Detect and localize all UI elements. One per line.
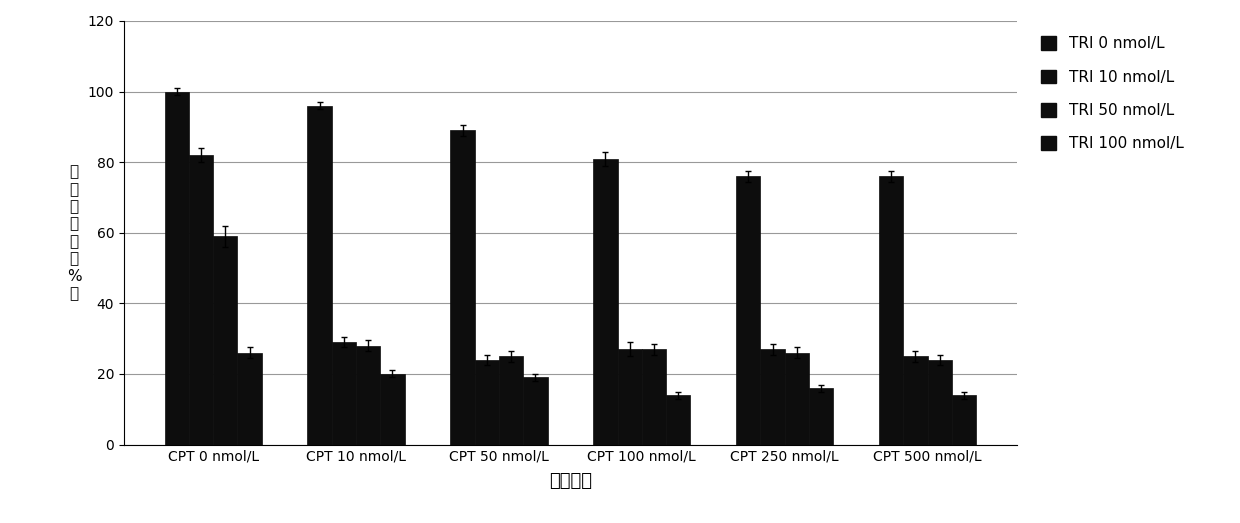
Bar — [593, 158, 618, 445]
Bar — [952, 395, 976, 445]
Bar — [904, 356, 928, 445]
Bar — [475, 360, 498, 445]
Y-axis label: 细
胞
存
活
率
（
%
）: 细 胞 存 活 率 （ % ） — [67, 164, 82, 301]
Bar — [879, 176, 904, 445]
Bar — [213, 236, 237, 445]
Bar — [450, 130, 475, 445]
Bar — [188, 155, 213, 445]
X-axis label: 药物浓度: 药物浓度 — [549, 472, 591, 490]
Bar — [356, 346, 381, 445]
Bar — [808, 388, 833, 445]
Bar — [737, 176, 760, 445]
Bar — [785, 353, 808, 445]
Bar — [498, 356, 523, 445]
Bar — [928, 360, 952, 445]
Bar — [308, 106, 332, 445]
Bar — [666, 395, 691, 445]
Bar — [523, 378, 548, 445]
Bar — [332, 342, 356, 445]
Legend: TRI 0 nmol/L, TRI 10 nmol/L, TRI 50 nmol/L, TRI 100 nmol/L: TRI 0 nmol/L, TRI 10 nmol/L, TRI 50 nmol… — [1033, 29, 1190, 159]
Bar — [760, 349, 785, 445]
Bar — [237, 353, 262, 445]
Bar — [165, 92, 188, 445]
Bar — [642, 349, 666, 445]
Bar — [618, 349, 642, 445]
Bar — [381, 374, 404, 445]
